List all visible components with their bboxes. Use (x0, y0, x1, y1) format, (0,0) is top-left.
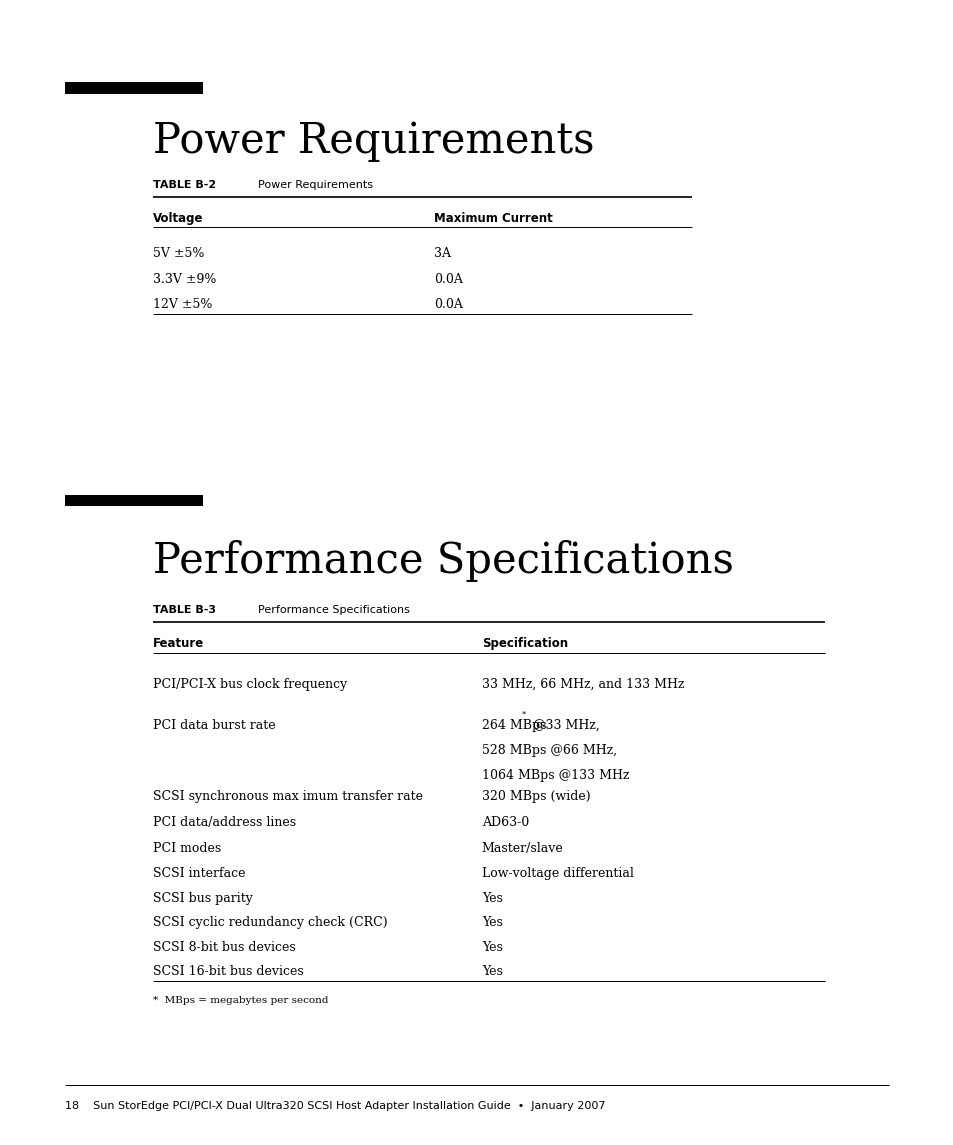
Text: PCI data/address lines: PCI data/address lines (152, 816, 295, 829)
Text: PCI/PCI-X bus clock frequency: PCI/PCI-X bus clock frequency (152, 678, 347, 690)
Text: SCSI 8-bit bus devices: SCSI 8-bit bus devices (152, 941, 295, 954)
Text: SCSI interface: SCSI interface (152, 867, 245, 879)
Text: PCI modes: PCI modes (152, 842, 221, 854)
Text: SCSI cyclic redundancy check (CRC): SCSI cyclic redundancy check (CRC) (152, 916, 387, 929)
Text: Yes: Yes (481, 965, 502, 978)
Text: 320 MBps (wide): 320 MBps (wide) (481, 790, 590, 803)
Text: Performance Specifications: Performance Specifications (257, 605, 409, 615)
Text: Yes: Yes (481, 892, 502, 905)
Text: 0.0A: 0.0A (434, 273, 462, 285)
Text: Yes: Yes (481, 941, 502, 954)
Text: Master/slave: Master/slave (481, 842, 563, 854)
Text: SCSI synchronous max imum transfer rate: SCSI synchronous max imum transfer rate (152, 790, 422, 803)
Text: *: * (521, 711, 525, 719)
Text: Feature: Feature (152, 637, 204, 649)
Bar (65, 82, 203, 94)
Text: @33 MHz,: @33 MHz, (528, 719, 598, 732)
Text: AD63-0: AD63-0 (481, 816, 529, 829)
Text: Power Requirements: Power Requirements (152, 120, 594, 163)
Text: TABLE B-3: TABLE B-3 (152, 605, 215, 615)
Text: 3A: 3A (434, 247, 451, 260)
Text: SCSI 16-bit bus devices: SCSI 16-bit bus devices (152, 965, 303, 978)
Text: 264 MBps: 264 MBps (481, 719, 546, 732)
Text: Power Requirements: Power Requirements (257, 180, 373, 190)
Text: 3.3V ±9%: 3.3V ±9% (152, 273, 215, 285)
Bar (65, 495, 203, 506)
Text: 5V ±5%: 5V ±5% (152, 247, 204, 260)
Text: TABLE B-2: TABLE B-2 (152, 180, 215, 190)
Text: Voltage: Voltage (152, 212, 203, 224)
Text: 1064 MBps @133 MHz: 1064 MBps @133 MHz (481, 769, 629, 782)
Text: 18    Sun StorEdge PCI/PCI-X Dual Ultra320 SCSI Host Adapter Installation Guide : 18 Sun StorEdge PCI/PCI-X Dual Ultra320 … (65, 1101, 605, 1112)
Text: Performance Specifications: Performance Specifications (152, 540, 733, 583)
Text: 33 MHz, 66 MHz, and 133 MHz: 33 MHz, 66 MHz, and 133 MHz (481, 678, 683, 690)
Text: Yes: Yes (481, 916, 502, 929)
Text: Low-voltage differential: Low-voltage differential (481, 867, 633, 879)
Text: Specification: Specification (481, 637, 567, 649)
Text: 528 MBps @66 MHz,: 528 MBps @66 MHz, (481, 744, 617, 757)
Text: PCI data burst rate: PCI data burst rate (152, 719, 275, 732)
Text: *  MBps = megabytes per second: * MBps = megabytes per second (152, 996, 328, 1005)
Text: Maximum Current: Maximum Current (434, 212, 552, 224)
Text: 12V ±5%: 12V ±5% (152, 298, 212, 310)
Text: 0.0A: 0.0A (434, 298, 462, 310)
Text: SCSI bus parity: SCSI bus parity (152, 892, 253, 905)
